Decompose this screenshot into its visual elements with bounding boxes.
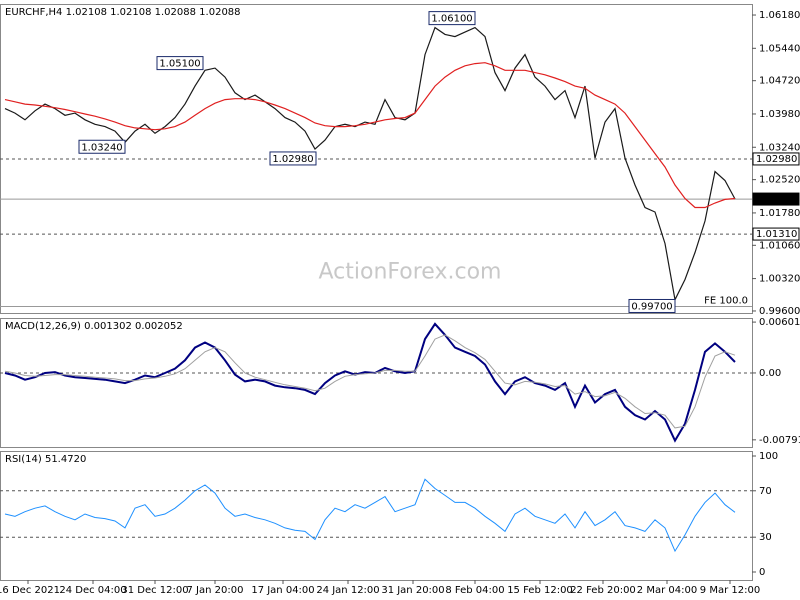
level-label-box	[752, 192, 800, 206]
x-tick-label: 31 Dec 12:00	[121, 585, 188, 596]
y-tick-label: 30	[759, 532, 772, 543]
annotation-label: 1.06100	[431, 14, 472, 25]
annotation-box	[628, 298, 676, 313]
y-tick-label: 0.99600	[759, 306, 800, 317]
x-tick-label: 24 Dec 04:00	[59, 585, 126, 596]
y-tick-label: 1.05440	[759, 43, 800, 54]
x-tick-label: 22 Feb 20:00	[570, 585, 636, 596]
level-label-box	[752, 152, 800, 166]
y-tick-label: 1.01780	[759, 208, 800, 219]
series-line	[4, 62, 736, 209]
x-tick-label: 7 Jan 20:00	[187, 585, 244, 596]
x-tick-label: 31 Jan 20:00	[381, 585, 444, 596]
annotation-label: 1.03240	[81, 142, 122, 153]
y-tick-label: 1.04720	[759, 76, 800, 87]
y-tick-label: -0.007911	[759, 435, 800, 446]
panel-title: EURCHF,H4 1.02108 1.02108 1.02088 1.0208…	[5, 7, 241, 18]
annotation-box	[156, 56, 204, 71]
series-line	[4, 334, 736, 429]
x-tick-label: 16 Dec 2021	[0, 585, 60, 596]
y-tick-label: 0.00	[759, 368, 781, 379]
panel-title: RSI(14) 51.4720	[5, 454, 86, 465]
annotation-box	[78, 139, 126, 154]
y-tick-label: 1.06180	[759, 10, 800, 21]
x-tick-label: 17 Jan 04:00	[251, 585, 314, 596]
series-line	[4, 322, 736, 443]
panel-frame	[0, 451, 753, 581]
annotation-label: 1.02980	[272, 154, 313, 165]
y-tick-label: 0	[759, 567, 765, 578]
y-tick-label: 1.02520	[759, 175, 800, 186]
level-label: 1.01310	[756, 229, 797, 240]
y-tick-label: 70	[759, 486, 772, 497]
y-tick-label: 0.006017	[759, 317, 800, 328]
y-tick-label: 1.00320	[759, 274, 800, 285]
x-tick-label: 9 Mar 12:00	[700, 585, 760, 596]
y-tick-label: 1.01060	[759, 240, 800, 251]
watermark: ActionForex.com	[319, 260, 502, 285]
x-tick-label: 2 Mar 04:00	[637, 585, 697, 596]
series-line	[4, 478, 736, 553]
annotation-box	[269, 151, 317, 166]
level-label-box	[752, 227, 800, 241]
annotation-box	[428, 11, 476, 26]
x-tick-label: 24 Jan 12:00	[316, 585, 379, 596]
level-label: 1.02980	[756, 154, 797, 165]
fe-label: FE 100.0	[704, 295, 748, 306]
y-tick-label: 100	[759, 451, 778, 462]
x-tick-label: 8 Feb 04:00	[445, 585, 504, 596]
annotation-label: 1.05100	[159, 59, 200, 70]
annotation-label: 0.99700	[631, 301, 672, 312]
panel-title: MACD(12,26,9) 0.001302 0.002052	[5, 321, 183, 332]
y-tick-label: 1.03240	[759, 142, 800, 153]
y-tick-label: 1.03980	[759, 109, 800, 120]
panel-frame	[0, 318, 753, 448]
level-label: 1.02088	[756, 194, 797, 205]
x-tick-label: 15 Feb 12:00	[507, 585, 573, 596]
